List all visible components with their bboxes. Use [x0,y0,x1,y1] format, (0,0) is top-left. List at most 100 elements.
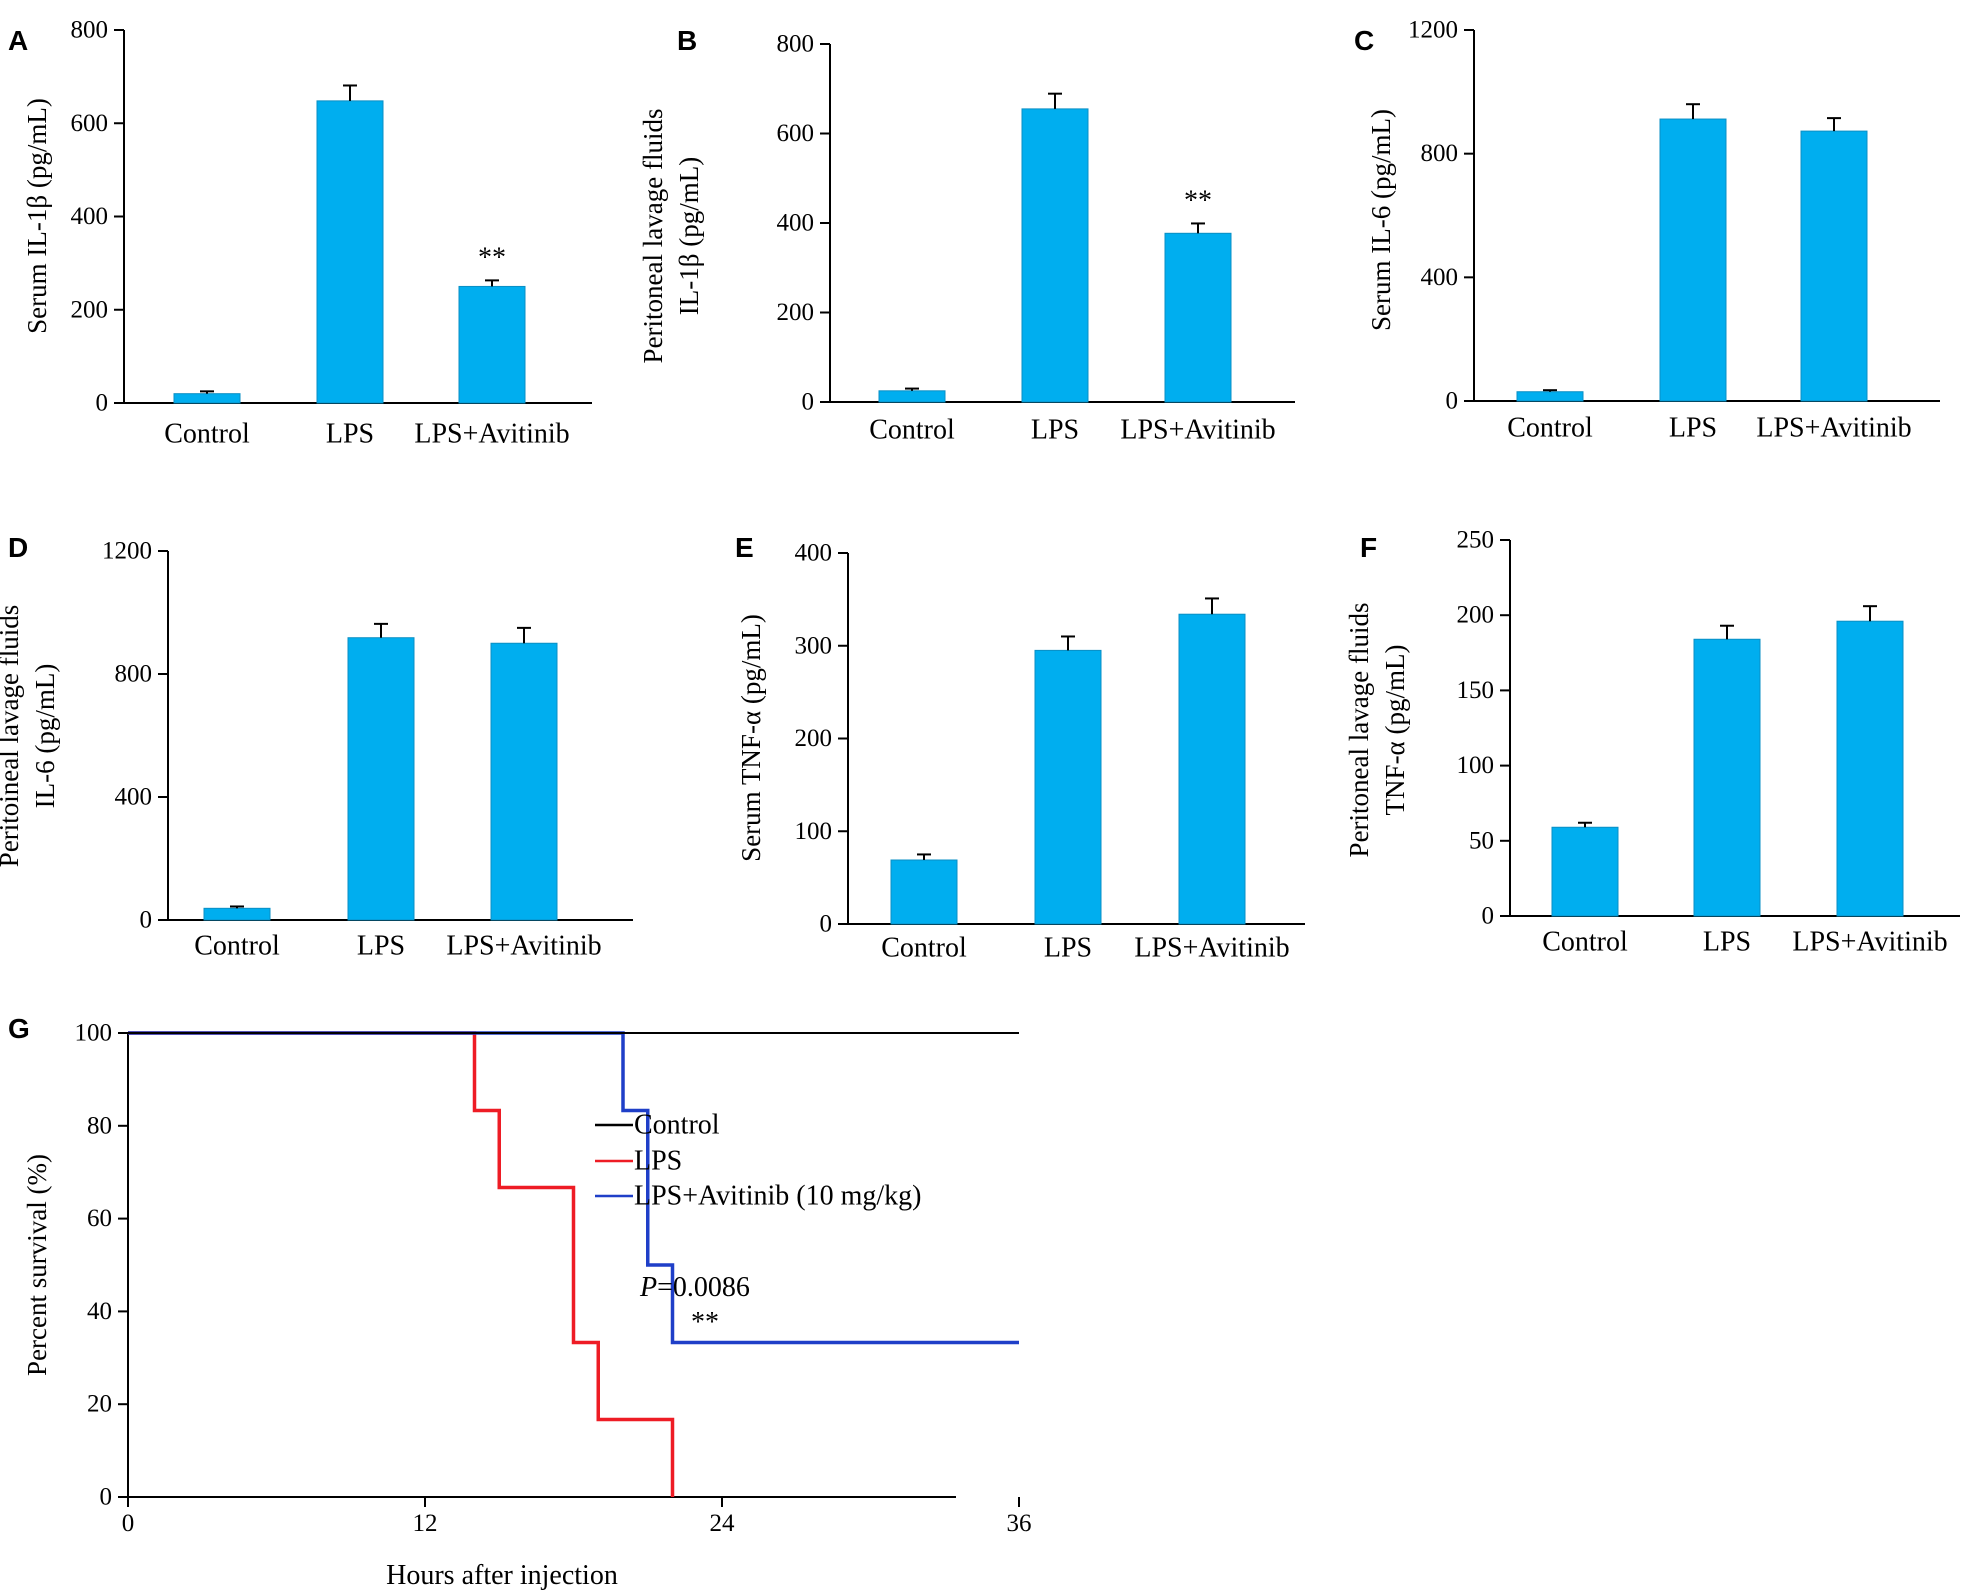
y-axis-label-line: Serum TNF-α (pg/mL) [736,614,766,862]
y-tick-label: 400 [777,210,815,237]
y-tick-label: 0 [1446,388,1459,415]
panel-F: F 0 50 100 150 200 250 Peritoneal lavage fluids… [1344,527,1960,958]
y-axis-label: Serum TNF-α (pg/mL) [736,614,766,862]
y-tick-label: 100 [795,818,833,845]
bar [316,100,384,404]
y-tick-label: 100 [75,1020,113,1047]
bar [347,637,415,921]
series-line-lps [128,1031,675,1497]
y-tick-label: 300 [795,632,833,659]
y-tick-label: 0 [140,907,153,934]
category-label: LPS+Avitinib [1792,927,1947,958]
panel-C: C 0 400 800 1200 Serum IL-6 (pg/mL) Control LPS… [1354,17,1940,444]
y-tick-label: 50 [1469,827,1494,854]
series-line-lps-avitinib-10-mg-kg- [128,1031,1019,1345]
y-tick-label: 600 [777,120,815,147]
bar [173,393,241,404]
bar [1551,826,1619,917]
significance-label: ** [1184,185,1212,216]
category-label: LPS [1703,927,1751,958]
category-label: LPS+Avitinib [1756,413,1911,444]
panel-label: C [1354,25,1374,56]
y-tick-label: 0 [802,389,815,416]
y-axis-label-line: Percent survival (%) [22,1154,52,1376]
category-label: LPS+Avitinib [446,931,601,962]
y-tick-label: 200 [1457,602,1495,629]
panel-label: B [677,25,697,56]
category-label: LPS [357,931,405,962]
bar [1659,118,1727,402]
y-tick-label: 800 [1421,140,1459,167]
panel-label: A [8,25,28,56]
y-tick-label: 1200 [102,538,152,565]
y-axis-label-line: Peritoneal lavage fluids [638,109,668,364]
category-label: Control [194,931,280,962]
bar [1021,108,1089,403]
panel-A: A 0 200 400 600 800 Serum IL-1β (pg/mL) Control… [8,17,592,450]
y-axis-label-line: Serum IL-1β (pg/mL) [22,98,52,334]
bar [1836,620,1904,917]
panel-E: E 0 100 200 300 400 Serum TNF-α (pg/mL) Control… [735,532,1305,964]
y-tick-label: 0 [820,911,833,938]
y-axis-label-line: Peritoneal lavage fluids [1344,603,1374,858]
y-tick-label: 1200 [1408,17,1458,44]
y-tick-label: 250 [1457,527,1495,554]
legend-label: LPS [634,1146,682,1177]
y-tick-label: 150 [1457,677,1495,704]
category-label: Control [164,419,250,450]
y-tick-label: 600 [71,110,109,137]
y-tick-label: 100 [1457,752,1495,779]
bar [1800,130,1868,402]
y-axis-label: Serum IL-6 (pg/mL) [1366,109,1396,331]
category-label: Control [1542,927,1628,958]
category-label: Control [869,415,955,446]
bar [203,907,271,921]
x-tick-label: 0 [122,1510,135,1537]
y-tick-label: 200 [71,296,109,323]
panel-label: E [735,532,754,563]
panel-label: F [1360,532,1377,563]
y-tick-label: 800 [777,31,815,58]
legend-label: Control [634,1110,720,1141]
category-label: Control [881,933,967,964]
bar [490,642,558,921]
panel-label: D [8,532,28,563]
y-axis-label: Peritoneal lavage fluids IL-1β (pg/mL) [638,109,704,364]
category-label: Control [1507,413,1593,444]
y-tick-label: 400 [795,540,833,567]
y-axis-label-line: Serum IL-6 (pg/mL) [1366,109,1396,331]
x-axis-label: Hours after injection [386,1560,618,1591]
y-tick-label: 0 [1482,903,1495,930]
bar [890,859,958,925]
y-axis-label-line: Peritoineal lavage fluids [0,605,24,867]
bar [1516,391,1584,402]
y-axis-label: Percent survival (%) [22,1154,52,1376]
y-tick-label: 0 [96,390,109,417]
y-axis-label: Peritoineal lavage fluidsIL-6 (pg/mL) [0,605,60,867]
bar [458,285,526,404]
category-label: LPS+Avitinib [414,419,569,450]
category-label: LPS [326,419,374,450]
y-tick-label: 20 [87,1391,112,1418]
bar [878,390,946,403]
significance-label: ** [478,242,506,273]
y-tick-label: 40 [87,1298,112,1325]
category-label: LPS+Avitinib [1134,933,1289,964]
y-tick-label: 200 [795,725,833,752]
y-axis-label: Serum IL-1β (pg/mL) [22,98,52,334]
p-symbol: P [639,1272,657,1303]
y-tick-label: 400 [115,784,153,811]
panel-D: D 0 400 800 1200 Peritoineal lavage fluidsIL-… [0,532,633,962]
legend-label: LPS+Avitinib (10 mg/kg) [634,1181,922,1212]
category-label: LPS [1031,415,1079,446]
y-tick-label: 200 [777,299,815,326]
y-tick-label: 400 [1421,264,1459,291]
y-axis-label-line: IL-6 (pg/mL) [30,664,60,809]
category-label: LPS+Avitinib [1120,415,1275,446]
bar [1178,613,1246,925]
x-tick-label: 12 [413,1510,438,1537]
y-tick-label: 800 [115,661,153,688]
bar [1693,638,1761,917]
y-axis-label-line: TNF-α (pg/mL) [1380,645,1410,816]
